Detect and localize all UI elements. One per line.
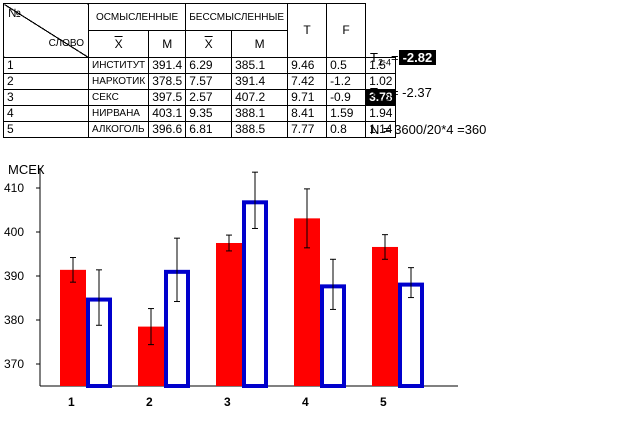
cell-x2: 388.1	[231, 105, 289, 122]
cell-x2: 385.1	[231, 57, 289, 74]
x-tick-label: 3	[224, 395, 231, 409]
cell-x1: 397.5	[148, 89, 187, 106]
cell-x1: 396.6	[148, 121, 187, 138]
table-row: 3 СЕКС 397.5 2.57 407.2 9.71 -0.9 3.78	[3, 89, 397, 106]
cell-t: 0.8	[326, 121, 367, 138]
table-row: 5 АЛКОГОЛЬ 396.6 6.81 388.5 7.77 0.8 1.14	[3, 121, 397, 138]
table-row: 2 НАРКОТИК 378.5 7.57 391.4 7.42 -1.2 1.02	[3, 73, 397, 90]
bar-meaningful	[372, 246, 398, 386]
cell-f: 1.14	[365, 121, 397, 138]
cell-m1: 6.29	[185, 57, 233, 74]
cell-f: 1.94	[365, 105, 397, 122]
t24-value: -2.82	[398, 50, 437, 65]
cell-t: 0.5	[326, 57, 367, 74]
cell-m1: 7.57	[185, 73, 233, 90]
cell-m2: 7.77	[287, 121, 328, 138]
cell-m1: 9.35	[185, 105, 233, 122]
cell-f: 3.78	[365, 89, 397, 106]
cell-word: ИНСТИТУТ	[87, 57, 150, 74]
group-meaningless-header: БЕССМЫСЛЕННЫЕ	[185, 3, 289, 31]
y-axis-label: МСЕК	[8, 162, 45, 177]
x-tick-label: 4	[302, 395, 309, 409]
cell-n: 5	[3, 121, 89, 138]
cell-word: СЕКС	[87, 89, 150, 106]
y-tick-label: 380	[4, 313, 24, 327]
table-row: 4 НИРВАНА 403.1 9.35 388.1 8.41 1.59 1.94	[3, 105, 397, 122]
n-formula: N = 3600/20*4 =360	[370, 122, 487, 137]
bar-meaningless	[398, 282, 424, 388]
y-tick-label: 400	[4, 225, 24, 239]
cell-n: 4	[3, 105, 89, 122]
cell-word: НАРКОТИК	[87, 73, 150, 90]
mean-header: X	[204, 36, 213, 51]
y-tick-label: 370	[4, 357, 24, 371]
cell-x1: 391.4	[148, 57, 187, 74]
cell-n: 1	[3, 57, 89, 74]
bar-meaningful	[60, 269, 86, 386]
cell-m2: 9.46	[287, 57, 328, 74]
cell-t: 1.59	[326, 105, 367, 122]
f-header: F	[326, 3, 367, 58]
cell-x1: 403.1	[148, 105, 187, 122]
bar-meaningful	[216, 243, 242, 386]
y-tick-label: 410	[4, 181, 24, 195]
group-meaningful-header: ОСМЫСЛЕННЫЕ	[87, 3, 187, 31]
bar-meaningless	[242, 200, 268, 388]
x-tick-label: 1	[68, 395, 75, 409]
cell-t: -0.9	[326, 89, 367, 106]
cell-t: -1.2	[326, 73, 367, 90]
data-table: № СЛОВО ОСМЫСЛЕННЫЕ БЕССМЫСЛЕННЫЕ T F X …	[3, 3, 397, 138]
cell-x2: 391.4	[231, 73, 289, 90]
cell-m2: 7.42	[287, 73, 328, 90]
word-header: СЛОВО	[48, 38, 84, 49]
cell-n: 3	[3, 89, 89, 106]
table-row: 1 ИНСТИТУТ 391.4 6.29 385.1 9.46 0.5 1.5	[3, 57, 397, 74]
cell-x2: 407.2	[231, 89, 289, 106]
cell-word: АЛКОГОЛЬ	[87, 121, 150, 138]
cell-m1: 2.57	[185, 89, 233, 106]
cell-x2: 388.5	[231, 121, 289, 138]
cell-m2: 8.41	[287, 105, 328, 122]
t-header: T	[287, 3, 328, 58]
cell-m1: 6.81	[185, 121, 233, 138]
cell-x1: 378.5	[148, 73, 187, 90]
mean-header: X	[114, 36, 123, 51]
cell-m2: 9.71	[287, 89, 328, 106]
m-header: M	[148, 30, 187, 58]
x-tick-label: 2	[146, 395, 153, 409]
bar-chart: МСЕК 370 380 390 400 410 1 2 3 4 5	[4, 162, 458, 409]
t23-stat: T2-3= -2.37	[370, 85, 432, 103]
cell-word: НИРВАНА	[87, 105, 150, 122]
number-header: №	[8, 6, 21, 20]
y-tick-label: 390	[4, 269, 24, 283]
m-header: M	[231, 30, 289, 58]
t24-stat: T2-4= -2.82	[370, 50, 437, 68]
cell-n: 2	[3, 73, 89, 90]
x-tick-label: 5	[380, 395, 387, 409]
corner-header: № СЛОВО	[3, 3, 89, 58]
